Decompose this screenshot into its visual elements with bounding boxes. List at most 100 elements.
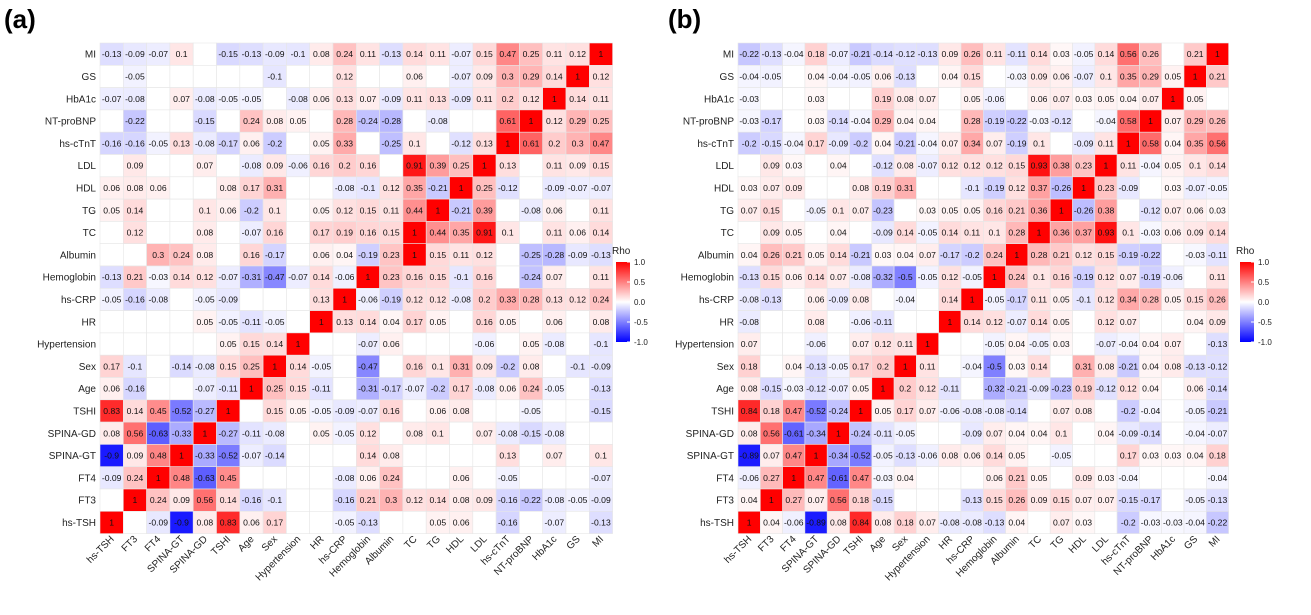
heatmap-cell bbox=[1072, 109, 1096, 133]
heatmap-cell bbox=[123, 310, 147, 334]
cell-value-label: -0.09 bbox=[1118, 183, 1138, 193]
heatmap-cell bbox=[379, 154, 404, 178]
cell-value-label: 0.06 bbox=[243, 138, 260, 148]
cell-value-label: 0.15 bbox=[266, 406, 283, 416]
cell-value-label: -0.05 bbox=[498, 473, 518, 483]
cell-value-label: 1 bbox=[202, 428, 207, 438]
cell-value-label: 0.13 bbox=[336, 317, 353, 327]
cell-value-label: 0.21 bbox=[785, 250, 802, 260]
cell-value-label: -0.05 bbox=[312, 406, 332, 416]
cell-value-label: 0.3 bbox=[152, 250, 164, 260]
cell-value-label: -0.03 bbox=[1007, 71, 1027, 81]
cell-value-label: -0.04 bbox=[1185, 517, 1205, 527]
cell-value-label: -0.17 bbox=[218, 138, 238, 148]
heatmap-cell bbox=[309, 444, 334, 467]
cell-value-label: -0.2 bbox=[1121, 517, 1136, 527]
cell-value-label: 0.16 bbox=[383, 406, 400, 416]
cell-value-label: 0.15 bbox=[964, 71, 981, 81]
heatmap-cell bbox=[146, 310, 171, 334]
cell-value-label: 0.29 bbox=[523, 71, 540, 81]
cell-value-label: 0.04 bbox=[741, 495, 758, 505]
cell-value-label: 0.06 bbox=[453, 473, 470, 483]
cell-value-label: 0.91 bbox=[406, 161, 423, 171]
cell-value-label: 0.18 bbox=[808, 49, 825, 59]
heatmap-cell bbox=[216, 65, 241, 88]
cell-value-label: 0.35 bbox=[1187, 138, 1204, 148]
cell-value-label: -0.16 bbox=[125, 138, 145, 148]
column-label-age: Age bbox=[236, 534, 257, 555]
row-label-hemoglobin: Hemoglobin bbox=[681, 273, 734, 284]
cell-value-label: 0.07 bbox=[830, 272, 847, 282]
cell-value-label: -0.1 bbox=[128, 361, 143, 371]
cell-value-label: -0.07 bbox=[288, 272, 308, 282]
cell-value-label: -0.07 bbox=[242, 451, 262, 461]
cell-value-label: 0.08 bbox=[453, 495, 470, 505]
cell-value-label: -0.08 bbox=[242, 161, 262, 171]
cell-value-label: 0.05 bbox=[313, 205, 330, 215]
cell-value-label: -0.08 bbox=[739, 294, 759, 304]
cell-value-label: 0.06 bbox=[313, 250, 330, 260]
cell-value-label: 0.47 bbox=[808, 473, 825, 483]
cell-value-label: 0.23 bbox=[383, 272, 400, 282]
cell-value-label: -0.21 bbox=[895, 138, 915, 148]
cell-value-label: 0.05 bbox=[1098, 94, 1115, 104]
heatmap-cell bbox=[262, 287, 287, 311]
row-label-ft4: FT4 bbox=[716, 473, 734, 484]
cell-value-label: 0.14 bbox=[406, 49, 423, 59]
heatmap-cell bbox=[99, 65, 124, 88]
heatmap-cell bbox=[449, 109, 474, 133]
cell-value-label: -0.12 bbox=[1052, 116, 1072, 126]
cell-value-label: -0.5 bbox=[987, 361, 1002, 371]
cell-value-label: 0.04 bbox=[1142, 339, 1159, 349]
heatmap-cell bbox=[99, 332, 124, 356]
cell-value-label: 0.83 bbox=[220, 517, 237, 527]
cell-value-label: 0.1 bbox=[1122, 228, 1134, 238]
legend-tick-label: 0.5 bbox=[634, 278, 646, 287]
cell-value-label: 0.04 bbox=[1008, 517, 1025, 527]
heatmap-cell bbox=[472, 510, 497, 534]
cell-value-label: 0.15 bbox=[593, 161, 610, 171]
cell-value-label: -0.08 bbox=[545, 339, 565, 349]
cell-value-label: 0.03 bbox=[1075, 517, 1092, 527]
cell-value-label: -0.05 bbox=[1029, 339, 1049, 349]
cell-value-label: -0.08 bbox=[148, 294, 168, 304]
cell-value-label: -0.03 bbox=[1163, 517, 1183, 527]
heatmap-cell bbox=[402, 332, 427, 356]
cell-value-label: -0.05 bbox=[1185, 406, 1205, 416]
cell-value-label: -0.52 bbox=[172, 406, 192, 416]
heatmap-cell bbox=[309, 65, 334, 88]
cell-value-label: -0.08 bbox=[962, 517, 982, 527]
cell-value-label: -0.13 bbox=[962, 495, 982, 505]
heatmap-cell bbox=[1161, 310, 1185, 334]
cell-value-label: 0.11 bbox=[920, 361, 936, 371]
cell-value-label: 0.21 bbox=[127, 272, 144, 282]
heatmap-cell bbox=[216, 154, 241, 178]
cell-value-label: 1 bbox=[1104, 161, 1109, 171]
cell-value-label: -0.09 bbox=[381, 94, 401, 104]
cell-value-label: 0.07 bbox=[1164, 205, 1181, 215]
cell-value-label: -0.19 bbox=[1118, 250, 1138, 260]
cell-value-label: 0.21 bbox=[1187, 49, 1204, 59]
cell-value-label: 0.06 bbox=[875, 71, 892, 81]
cell-value-label: 0.07 bbox=[1053, 406, 1070, 416]
cell-value-label: 0.08 bbox=[875, 517, 892, 527]
heatmap-cell bbox=[425, 466, 450, 490]
heatmap-cell bbox=[737, 221, 761, 244]
cell-value-label: -0.25 bbox=[381, 138, 401, 148]
row-label-hr: HR bbox=[82, 317, 96, 328]
cell-value-label: -0.05 bbox=[521, 406, 541, 416]
cell-value-label: 0.28 bbox=[1142, 294, 1159, 304]
heatmap-cell bbox=[759, 87, 783, 111]
cell-value-label: -0.13 bbox=[762, 49, 782, 59]
cell-value-label: 0.31 bbox=[897, 183, 914, 193]
heatmap-cell bbox=[916, 310, 940, 334]
row-label-hr: HR bbox=[720, 317, 734, 328]
cell-value-label: 0.04 bbox=[1187, 451, 1204, 461]
cell-value-label: -0.05 bbox=[335, 517, 355, 527]
cell-value-label: -0.07 bbox=[568, 183, 588, 193]
cell-value-label: 0.14 bbox=[1031, 361, 1048, 371]
heatmap-cell bbox=[425, 65, 450, 88]
heatmap-cell bbox=[286, 287, 310, 311]
cell-value-label: 0.15 bbox=[429, 250, 446, 260]
cell-value-label: 0.15 bbox=[360, 205, 377, 215]
